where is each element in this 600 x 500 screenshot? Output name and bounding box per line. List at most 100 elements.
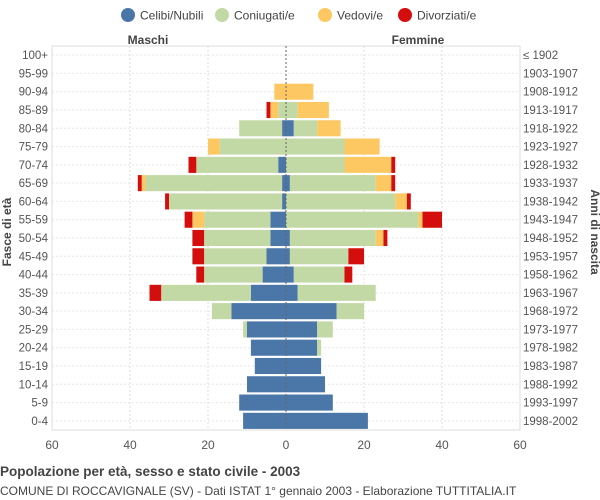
birth-year-label: 1948-1952 (523, 233, 578, 245)
age-band-label: 100+ (22, 50, 48, 62)
bar-female-vedovi-85-89 (297, 101, 329, 119)
bar-female-coniugati-85-89 (286, 101, 298, 119)
legend-label-coniugati: Coniugati/e (234, 9, 295, 23)
bar-female-celibi-80-84 (286, 120, 294, 137)
age-band-label: 20-24 (19, 343, 49, 355)
bar-female-divorziati-65-69 (391, 175, 396, 192)
bar-female-celibi-15-19 (286, 357, 322, 375)
legend-item-celibi[interactable]: Celibi/Nubili (121, 8, 203, 23)
age-band-label: 40-44 (19, 270, 49, 282)
age-band-label: 95-99 (19, 68, 48, 80)
birth-year-label: 1918-1922 (523, 123, 578, 135)
bar-female-coniugati-20-24 (317, 339, 322, 356)
bar-female-coniugati-55-59 (286, 211, 419, 228)
chart-axes: 100+ ≤ 1902 95-99 1903-1907 90-94 1908-1912 85… (19, 46, 578, 452)
birth-year-label: 1908-1912 (523, 87, 578, 99)
bar-male-vedovi-55-59 (192, 211, 205, 228)
birth-year-label: 1953-1957 (523, 251, 578, 263)
bar-male-vedovi-75-79 (208, 138, 220, 155)
bar-male-vedovi-90-94 (274, 83, 286, 100)
bar-male-celibi-40-44 (262, 266, 286, 283)
age-band-label: 85-89 (19, 105, 48, 117)
bar-male-divorziati-35-39 (149, 284, 162, 301)
bar-male-divorziati-85-89 (266, 101, 271, 119)
birth-year-label: 1938-1942 (523, 196, 578, 208)
age-band-label: 50-54 (19, 233, 49, 245)
legend-item-divorziati[interactable]: Divorziati/e (398, 8, 477, 23)
bar-male-coniugati-50-54 (204, 229, 271, 247)
population-pyramid-chart: Celibi/Nubili Coniugati/e Vedovi/e Divorzia… (0, 8, 600, 452)
bar-female-vedovi-65-69 (375, 175, 392, 192)
bar-male-celibi-50-54 (270, 229, 286, 247)
age-band-label: 35-39 (19, 288, 48, 300)
x-tick-label: 0 (283, 438, 290, 452)
bar-female-coniugati-45-49 (289, 248, 349, 265)
bar-male-coniugati-45-49 (204, 248, 267, 265)
legend-label-vedovi: Vedovi/e (337, 9, 383, 23)
bar-female-vedovi-90-94 (286, 83, 314, 100)
legend-swatch-divorziati (398, 8, 412, 22)
bar-male-coniugati-65-69 (145, 175, 283, 192)
age-band-label: 15-19 (19, 361, 48, 373)
bar-female-vedovi-75-79 (344, 138, 380, 155)
bar-female-celibi-45-49 (286, 248, 290, 265)
legend-item-coniugati[interactable]: Coniugati/e (215, 8, 295, 23)
bar-male-celibi-30-34 (231, 303, 286, 320)
bar-male-vedovi-85-89 (270, 101, 279, 119)
bar-male-celibi-15-19 (254, 357, 286, 375)
birth-year-label: 1913-1917 (523, 105, 578, 117)
bar-female-coniugati-60-64 (286, 193, 396, 210)
birth-year-label: 1968-1972 (523, 306, 578, 318)
bar-female-celibi-0-4 (286, 412, 368, 429)
bar-female-celibi-35-39 (286, 284, 298, 301)
bar-female-coniugati-75-79 (286, 138, 345, 155)
x-tick-label: 20 (357, 438, 371, 452)
birth-year-label: 1998-2002 (523, 416, 578, 428)
bar-female-divorziati-60-64 (406, 193, 411, 210)
birth-year-label: 1973-1977 (523, 324, 578, 336)
birth-year-label: 1978-1982 (523, 343, 578, 355)
bar-male-celibi-80-84 (282, 120, 286, 137)
birth-year-label: 1963-1967 (523, 288, 578, 300)
legend-swatch-celibi (121, 8, 135, 22)
bar-female-celibi-30-34 (286, 303, 337, 320)
bar-female-vedovi-50-54 (375, 229, 384, 247)
age-band-label: 30-34 (19, 306, 49, 318)
bar-male-celibi-60-64 (282, 193, 286, 210)
birth-year-label: 1943-1947 (523, 215, 578, 227)
age-band-label: 45-49 (19, 251, 48, 263)
bar-male-celibi-35-39 (250, 284, 286, 301)
bar-male-coniugati-40-44 (204, 266, 263, 283)
legend-swatch-coniugati (215, 8, 229, 22)
bar-male-celibi-10-14 (247, 376, 286, 393)
bar-male-celibi-65-69 (282, 175, 286, 192)
bar-female-divorziati-50-54 (383, 229, 388, 247)
bar-male-coniugati-25-29 (243, 321, 247, 338)
bar-male-divorziati-45-49 (192, 248, 205, 265)
age-band-label: 25-29 (19, 324, 48, 336)
bar-male-coniugati-85-89 (278, 101, 286, 119)
bar-female-divorziati-70-74 (391, 156, 396, 173)
birth-year-label: 1903-1907 (523, 68, 578, 80)
age-band-label: 5-9 (31, 398, 48, 410)
bar-female-coniugati-50-54 (289, 229, 376, 247)
bar-male-coniugati-80-84 (239, 120, 283, 137)
bar-female-celibi-25-29 (286, 321, 318, 338)
birth-year-label: 1928-1932 (523, 160, 578, 172)
x-tick-label: 60 (513, 438, 527, 452)
bar-female-celibi-5-9 (286, 394, 333, 411)
legend-label-divorziati: Divorziati/e (417, 9, 477, 23)
bar-female-celibi-65-69 (286, 175, 290, 192)
birth-year-label: 1958-1962 (523, 270, 578, 282)
bar-male-coniugati-60-64 (169, 193, 283, 210)
birth-year-label: 1933-1937 (523, 178, 578, 190)
bar-female-vedovi-70-74 (344, 156, 392, 173)
age-band-label: 80-84 (19, 123, 49, 135)
y-axis-left-label: Fasce di età (0, 197, 14, 266)
age-band-label: 75-79 (19, 142, 48, 154)
x-tick-label: 40 (435, 438, 449, 452)
legend-item-vedovi[interactable]: Vedovi/e (318, 8, 383, 23)
x-tick-label: 20 (201, 438, 215, 452)
birth-year-label: 1983-1987 (523, 361, 578, 373)
bar-male-celibi-45-49 (266, 248, 286, 265)
